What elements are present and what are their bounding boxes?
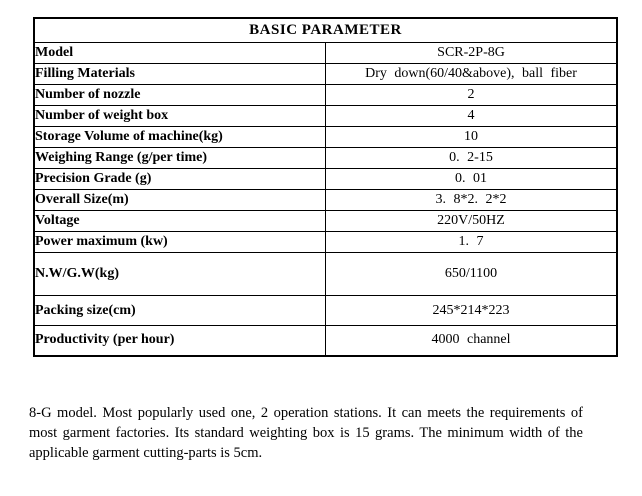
spec-value-cell: 0. 2-15 [325,147,618,169]
table-title: BASIC PARAMETER [33,17,618,43]
spec-value-cell: 3. 8*2. 2*2 [325,189,618,211]
spec-value-cell: 0. 01 [325,168,618,190]
table-row: Overall Size(m) 3. 8*2. 2*2 [33,189,618,211]
spec-value-cell: 1. 7 [325,231,618,253]
table-header-row: BASIC PARAMETER [33,17,618,43]
table-row: Number of nozzle 2 [33,84,618,106]
spec-value-cell: SCR-2P-8G [325,42,618,64]
spec-value-cell: 4000 channel [325,325,618,356]
table-row: N.W/G.W(kg) 650/1100 [33,252,618,296]
spec-value-cell: 650/1100 [325,252,618,296]
spec-value-cell: 220V/50HZ [325,210,618,232]
spec-value-cell: 4 [325,105,618,127]
table-row: Power maximum (kw) 1. 7 [33,231,618,253]
spec-value-cell: 10 [325,126,618,148]
spec-value-cell: 245*214*223 [325,295,618,326]
spec-label-cell: Weighing Range (g/per time) [33,147,326,169]
spec-label-cell: Precision Grade (g) [33,168,326,190]
spec-label-cell: Number of weight box [33,105,326,127]
spec-label-cell: Power maximum (kw) [33,231,326,253]
table-row: Filling Materials Dry down(60/40&above), … [33,63,618,85]
spec-label-cell: Productivity (per hour) [33,325,326,356]
spec-table: BASIC PARAMETER Model SCR-2P-8G Filling Ma… [33,17,618,357]
table-row: Packing size(cm) 245*214*223 [33,295,618,326]
table-row: Weighing Range (g/per time) 0. 2-15 [33,147,618,169]
spec-label-cell: Model [33,42,326,64]
spec-label-cell: Number of nozzle [33,84,326,106]
spec-label-cell: Overall Size(m) [33,189,326,211]
table-row: Number of weight box 4 [33,105,618,127]
spec-label-cell: Storage Volume of machine(kg) [33,126,326,148]
description-paragraph: 8-G model. Most popularly used one, 2 op… [29,405,583,461]
table-row: Productivity (per hour) 4000 channel [33,325,618,356]
table-row: Precision Grade (g) 0. 01 [33,168,618,190]
table-row: Storage Volume of machine(kg) 10 [33,126,618,148]
spec-label-cell: N.W/G.W(kg) [33,252,326,296]
table-body: Model SCR-2P-8G Filling Materials Dry down(… [33,42,618,356]
spec-label-cell: Packing size(cm) [33,295,326,326]
spec-label-cell: Voltage [33,210,326,232]
table-row: Voltage 220V/50HZ [33,210,618,232]
spec-label-cell: Filling Materials [33,63,326,85]
spec-value-cell: Dry down(60/40&above), ball fiber [325,63,618,85]
spec-value-cell: 2 [325,84,618,106]
table-row: Model SCR-2P-8G [33,42,618,64]
